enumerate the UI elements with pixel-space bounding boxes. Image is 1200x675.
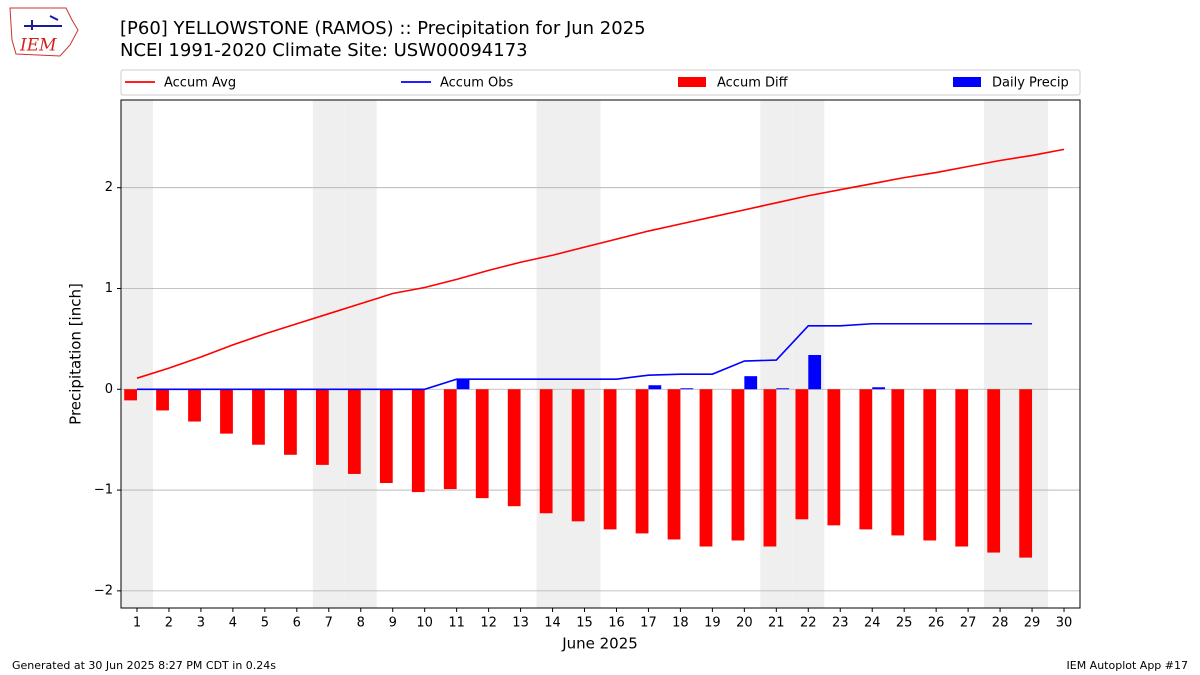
x-tick-label: 14 xyxy=(544,616,561,631)
x-tick-label: 13 xyxy=(512,616,529,631)
legend-label: Daily Precip xyxy=(992,76,1069,91)
bar xyxy=(475,389,489,499)
x-tick-label: 15 xyxy=(576,616,593,631)
bar xyxy=(808,355,822,390)
bar xyxy=(648,385,662,390)
x-tick-label: 18 xyxy=(672,616,689,631)
weekend-shade xyxy=(344,100,377,608)
weekend-shade xyxy=(121,100,153,608)
plot-frame xyxy=(120,99,1081,609)
bar xyxy=(379,389,393,484)
x-tick-label: 3 xyxy=(197,616,205,631)
x-tick-label: 7 xyxy=(325,616,333,631)
bar xyxy=(411,389,425,493)
x-tick-label: 19 xyxy=(704,616,721,631)
y-tick-label: 1 xyxy=(105,281,113,296)
legend-label: Accum Obs xyxy=(440,76,513,91)
x-tick-label: 9 xyxy=(389,616,397,631)
bar xyxy=(124,389,137,401)
x-tick-label: 26 xyxy=(928,616,945,631)
bar xyxy=(859,389,873,530)
bar xyxy=(667,389,681,540)
x-tick-label: 21 xyxy=(768,616,785,631)
bar xyxy=(955,389,969,547)
weekend-shade xyxy=(792,100,825,608)
bar xyxy=(680,388,694,390)
footer-left: Generated at 30 Jun 2025 8:27 PM CDT in … xyxy=(12,659,276,672)
bar xyxy=(188,389,201,422)
weekend-shade xyxy=(312,100,345,608)
logo-icon xyxy=(24,15,62,30)
x-tick-label: 24 xyxy=(864,616,881,631)
logo-outline xyxy=(9,7,79,57)
x-tick-label: 29 xyxy=(1024,616,1041,631)
x-tick-label: 23 xyxy=(832,616,849,631)
bar xyxy=(156,389,169,411)
bar xyxy=(872,387,886,390)
x-tick-label: 16 xyxy=(608,616,625,631)
legend-swatch xyxy=(678,77,706,87)
x-tick-label: 10 xyxy=(416,616,433,631)
plot-area xyxy=(124,148,1065,558)
bar xyxy=(252,389,265,445)
line xyxy=(136,322,1033,391)
x-tick-label: 12 xyxy=(480,616,497,631)
bar xyxy=(744,376,758,390)
x-tick-label: 30 xyxy=(1056,616,1073,631)
y-tick-label: −1 xyxy=(94,483,113,498)
x-axis-label: June 2025 xyxy=(561,635,638,653)
bar xyxy=(731,389,745,541)
x-tick-label: 1 xyxy=(133,616,141,631)
x-tick-label: 5 xyxy=(261,616,269,631)
chart-title: [P60] YELLOWSTONE (RAMOS) :: Precipitati… xyxy=(120,18,646,39)
y-tick-label: 2 xyxy=(105,180,113,195)
bar xyxy=(923,389,937,541)
chart-subtitle: NCEI 1991-2020 Climate Site: USW00094173 xyxy=(120,40,528,61)
bar xyxy=(987,389,1001,553)
line xyxy=(136,148,1065,379)
x-tick-label: 20 xyxy=(736,616,753,631)
bar xyxy=(827,389,841,526)
legend xyxy=(120,69,1081,96)
bar xyxy=(699,389,713,547)
weekend-shade xyxy=(568,100,601,608)
bar xyxy=(776,388,790,390)
weekend-shade xyxy=(536,100,569,608)
x-tick-label: 2 xyxy=(165,616,173,631)
legend-label: Accum Diff xyxy=(717,76,789,91)
logo-text: IEM xyxy=(19,36,57,56)
bar xyxy=(795,389,809,520)
bar xyxy=(763,389,777,547)
legend-swatch xyxy=(953,77,981,87)
y-tick-label: −2 xyxy=(94,583,113,598)
x-tick-label: 8 xyxy=(357,616,365,631)
bar xyxy=(443,389,457,490)
bar xyxy=(1019,389,1033,558)
bar xyxy=(315,389,329,465)
x-tick-label: 28 xyxy=(992,616,1009,631)
x-tick-label: 25 xyxy=(896,616,913,631)
bar xyxy=(891,389,905,536)
x-tick-label: 17 xyxy=(640,616,657,631)
bar xyxy=(507,389,521,507)
x-tick-label: 6 xyxy=(293,616,301,631)
x-tick-label: 4 xyxy=(229,616,237,631)
x-tick-label: 11 xyxy=(448,616,465,631)
bar xyxy=(347,389,361,474)
bar xyxy=(284,389,297,455)
y-axis-label: Precipitation [inch] xyxy=(67,283,85,425)
bar xyxy=(635,389,649,534)
y-tick-label: 0 xyxy=(105,382,113,397)
bar xyxy=(220,389,233,434)
legend-label: Accum Avg xyxy=(164,76,236,91)
bar xyxy=(571,389,585,522)
footer-right: IEM Autoplot App #17 xyxy=(1067,659,1189,672)
x-tick-label: 27 xyxy=(960,616,977,631)
bar xyxy=(539,389,553,514)
x-tick-label: 22 xyxy=(800,616,817,631)
bar xyxy=(456,379,470,390)
bar xyxy=(603,389,617,530)
logo: IEM xyxy=(9,7,79,57)
